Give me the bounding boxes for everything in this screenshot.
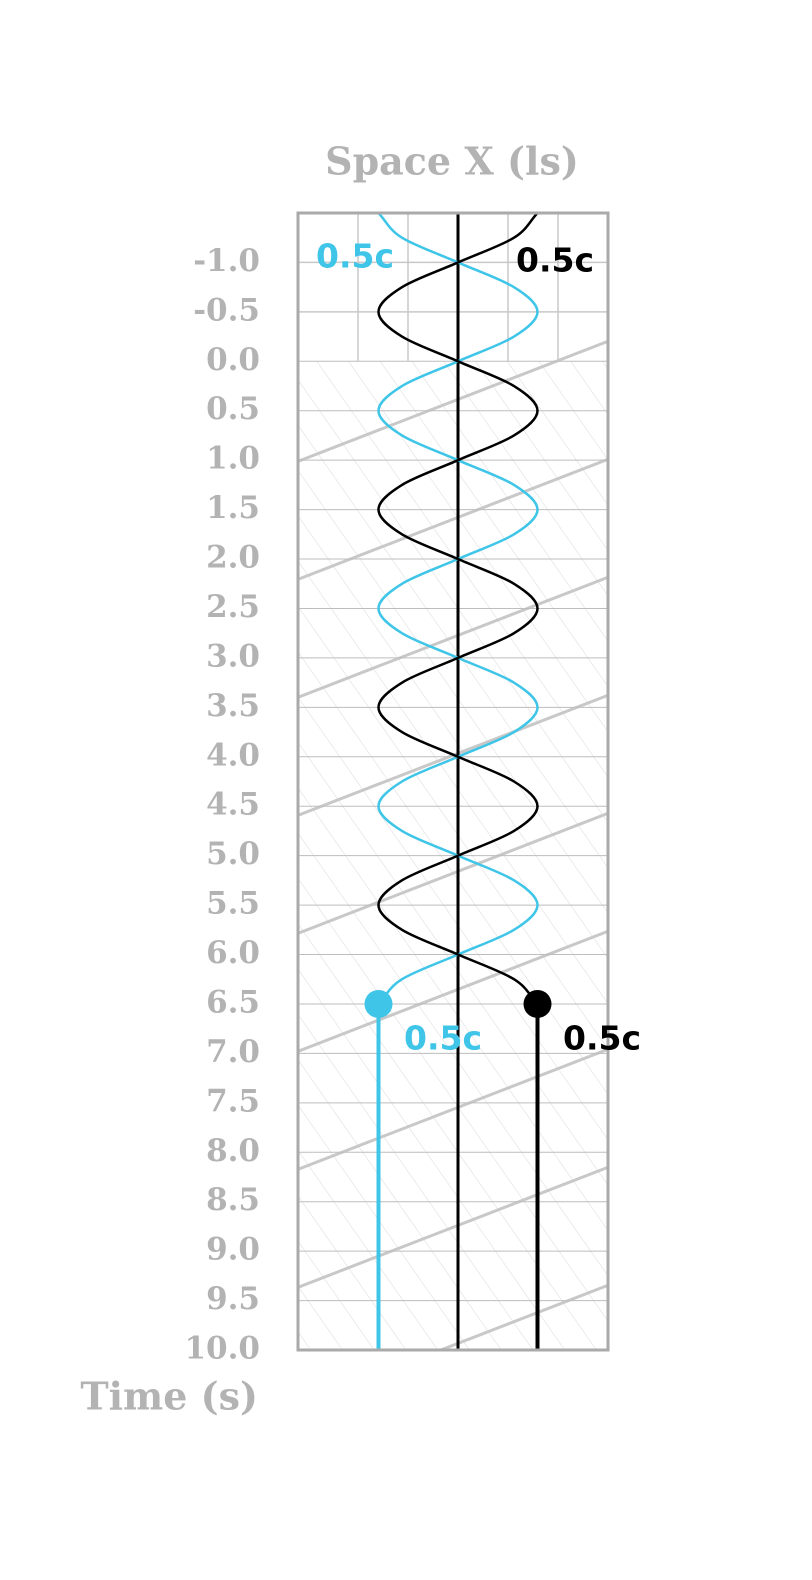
y-tick-label: 1.5 xyxy=(206,490,260,526)
simultaneity-line xyxy=(298,811,608,935)
speed-label: 0.5c xyxy=(516,241,594,280)
simultaneity-line xyxy=(436,1283,608,1350)
y-tick-label: 10.0 xyxy=(184,1331,260,1367)
y-tick-label: 0.0 xyxy=(206,342,260,378)
y-tick-label: 7.0 xyxy=(206,1034,260,1070)
y-tick-label: 7.5 xyxy=(206,1083,260,1119)
y-tick-label: 6.0 xyxy=(206,935,260,971)
y-tick-label: 9.0 xyxy=(206,1232,260,1268)
y-tick-label: 0.5 xyxy=(206,391,260,427)
speed-label: 0.5c xyxy=(316,237,394,276)
y-tick-label: 3.5 xyxy=(206,688,260,724)
y-tick-label: 1.0 xyxy=(206,441,260,477)
y-tick-label: 6.5 xyxy=(206,984,260,1020)
stop-event xyxy=(364,989,393,1018)
end-label: 0.5c xyxy=(563,1019,641,1058)
y-tick-label: 8.5 xyxy=(206,1182,260,1218)
simultaneity-line xyxy=(298,929,608,1053)
y-tick-label: 5.0 xyxy=(206,836,260,872)
worldline xyxy=(377,213,539,1350)
y-tick-label: 5.5 xyxy=(206,886,260,922)
y-tick-label: 3.0 xyxy=(206,638,260,674)
y-axis-label: Time (s) xyxy=(80,1374,258,1419)
simultaneity-line xyxy=(298,575,608,699)
stop-event xyxy=(523,989,552,1018)
y-tick-label: 2.5 xyxy=(206,589,260,625)
y-tick-label: 8.0 xyxy=(206,1133,260,1169)
y-tick-label: 2.0 xyxy=(206,540,260,576)
simultaneity-line xyxy=(298,1165,608,1289)
plot-frame xyxy=(296,211,610,1352)
simultaneity-line xyxy=(298,1047,608,1171)
x-axis-label: Space X (ls) xyxy=(325,139,579,184)
y-tick-label: 9.5 xyxy=(206,1281,260,1317)
y-tick-label: -0.5 xyxy=(193,292,260,328)
worldline xyxy=(377,213,539,1350)
y-tick-label: 4.0 xyxy=(206,737,260,773)
y-tick-label: 4.5 xyxy=(206,787,260,823)
end-label: 0.5c xyxy=(404,1019,482,1058)
plot-area xyxy=(298,213,608,1350)
y-tick-label: -1.0 xyxy=(193,243,260,279)
